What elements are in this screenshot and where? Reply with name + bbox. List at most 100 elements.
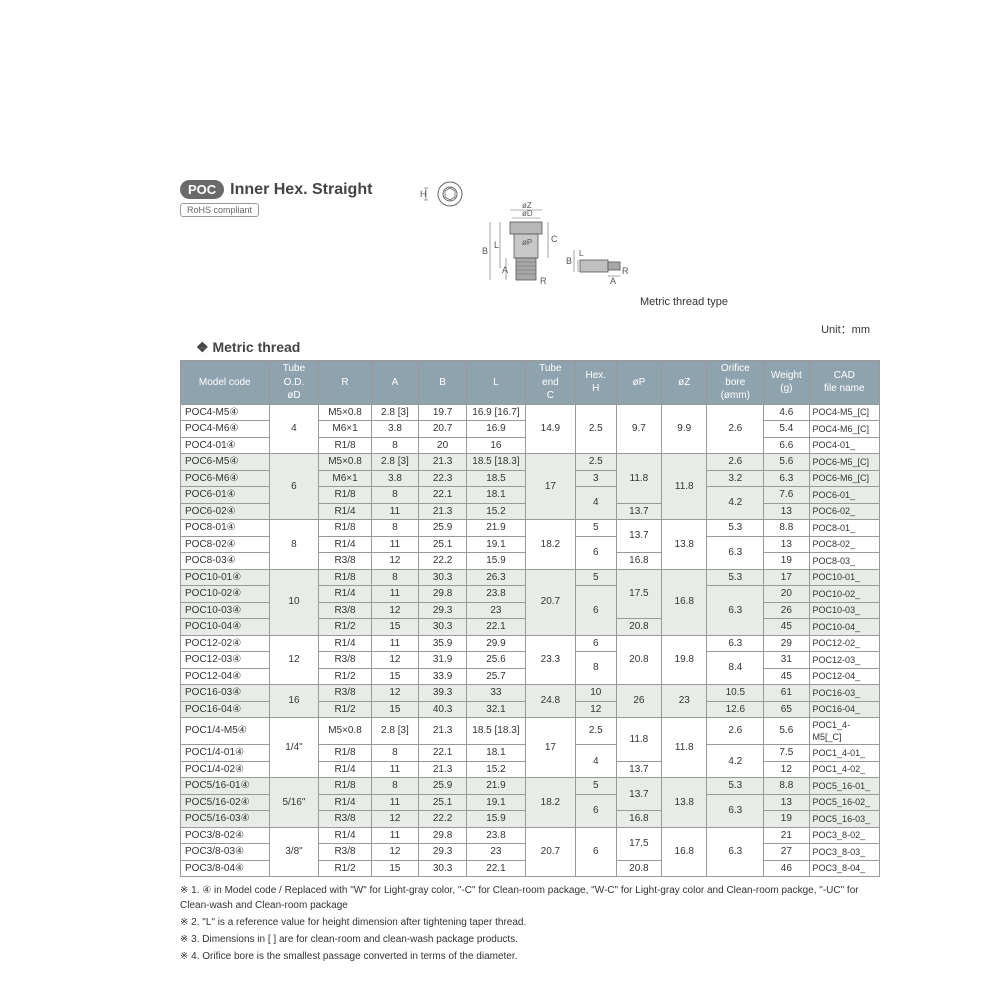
cell-w: 4.6 bbox=[764, 404, 809, 421]
cell-bv: 29.8 bbox=[419, 586, 467, 603]
cell-a: 8 bbox=[371, 520, 419, 537]
cell-w: 8.8 bbox=[764, 520, 809, 537]
cell-od: 12 bbox=[269, 635, 319, 685]
cell-a: 2.8 [3] bbox=[371, 718, 419, 745]
cell-l: 19.1 bbox=[466, 536, 525, 553]
cell-h: 5 bbox=[575, 778, 616, 795]
cell-a: 15 bbox=[371, 619, 419, 636]
cell-bv: 21.3 bbox=[419, 761, 467, 778]
cell-l: 15.9 bbox=[466, 553, 525, 570]
footnotes: ※ 1. ④ in Model code / Replaced with "W"… bbox=[180, 883, 880, 964]
cell-c: 17 bbox=[525, 718, 575, 778]
cad-file: POC6-01_ bbox=[809, 487, 879, 504]
cell-a: 8 bbox=[371, 778, 419, 795]
model-code: POC10-01④ bbox=[181, 569, 270, 586]
svg-text:C: C bbox=[551, 234, 558, 244]
col-header: L bbox=[466, 361, 525, 405]
col-header: Orifice bore(ømm) bbox=[707, 361, 764, 405]
cad-file: POC5_16-01_ bbox=[809, 778, 879, 795]
cell-w: 6.6 bbox=[764, 437, 809, 454]
cell-bv: 40.3 bbox=[419, 701, 467, 718]
cell-l: 26.3 bbox=[466, 569, 525, 586]
svg-text:B: B bbox=[482, 246, 488, 256]
cell-r: R3/8 bbox=[319, 685, 371, 702]
cell-op: 17.5 bbox=[616, 827, 661, 860]
cell-r: R1/4 bbox=[319, 503, 371, 520]
cell-a: 8 bbox=[371, 437, 419, 454]
cell-ob: 6.3 bbox=[707, 536, 764, 569]
cell-l: 22.1 bbox=[466, 619, 525, 636]
cell-bv: 30.3 bbox=[419, 569, 467, 586]
cell-l: 23 bbox=[466, 602, 525, 619]
cell-r: R1/4 bbox=[319, 827, 371, 844]
cell-bv: 25.9 bbox=[419, 520, 467, 537]
cell-r: R3/8 bbox=[319, 811, 371, 828]
cell-a: 11 bbox=[371, 827, 419, 844]
cell-c: 18.2 bbox=[525, 520, 575, 570]
cell-bv: 22.1 bbox=[419, 745, 467, 762]
cell-ob: 6.3 bbox=[707, 635, 764, 652]
model-code: POC6-01④ bbox=[181, 487, 270, 504]
cell-h: 4 bbox=[575, 487, 616, 520]
cell-bv: 22.3 bbox=[419, 470, 467, 487]
cell-w: 26 bbox=[764, 602, 809, 619]
model-code: POC16-03④ bbox=[181, 685, 270, 702]
cell-h: 2.5 bbox=[575, 454, 616, 471]
cell-h: 5 bbox=[575, 520, 616, 537]
model-code: POC10-04④ bbox=[181, 619, 270, 636]
model-code: POC8-03④ bbox=[181, 553, 270, 570]
cell-r: R1/4 bbox=[319, 761, 371, 778]
cell-bv: 21.3 bbox=[419, 454, 467, 471]
svg-text:øP: øP bbox=[522, 238, 532, 247]
cell-op: 13.7 bbox=[616, 778, 661, 811]
cell-r: R1/8 bbox=[319, 487, 371, 504]
cell-r: M6×1 bbox=[319, 470, 371, 487]
cad-file: POC8-02_ bbox=[809, 536, 879, 553]
cell-op: 17.5 bbox=[616, 569, 661, 619]
cad-file: POC6-M5_[C] bbox=[809, 454, 879, 471]
cell-bv: 29.8 bbox=[419, 827, 467, 844]
cell-bv: 21.3 bbox=[419, 503, 467, 520]
cell-ob: 5.3 bbox=[707, 520, 764, 537]
cad-file: POC1_4-M5[_C] bbox=[809, 718, 879, 745]
cad-file: POC12-03_ bbox=[809, 652, 879, 669]
cell-a: 15 bbox=[371, 668, 419, 685]
spec-table: Model codeTube O.D.øDRABLTube endCHex.Hø… bbox=[180, 360, 880, 877]
cell-od: 1/4" bbox=[269, 718, 319, 778]
cell-op: 13.7 bbox=[616, 503, 661, 520]
model-code: POC1/4-02④ bbox=[181, 761, 270, 778]
cell-l: 21.9 bbox=[466, 778, 525, 795]
cell-l: 25.7 bbox=[466, 668, 525, 685]
cell-bv: 22.2 bbox=[419, 811, 467, 828]
cell-a: 8 bbox=[371, 569, 419, 586]
cell-l: 18.1 bbox=[466, 745, 525, 762]
cell-r: R1/4 bbox=[319, 536, 371, 553]
footnote: ※ 2. "L" is a reference value for height… bbox=[180, 915, 880, 930]
cell-a: 3.8 bbox=[371, 421, 419, 438]
cell-w: 5.6 bbox=[764, 454, 809, 471]
cell-ob: 5.3 bbox=[707, 569, 764, 586]
cad-file: POC8-01_ bbox=[809, 520, 879, 537]
table-row: POC16-03④16R3/81239.33324.810262310.561P… bbox=[181, 685, 880, 702]
cell-h: 6 bbox=[575, 794, 616, 827]
col-header: CADfile name bbox=[809, 361, 879, 405]
cell-a: 12 bbox=[371, 844, 419, 861]
cell-bv: 25.1 bbox=[419, 794, 467, 811]
cell-op: 26 bbox=[616, 685, 661, 718]
product-title: Inner Hex. Straight bbox=[230, 181, 372, 199]
model-code: POC1/4-01④ bbox=[181, 745, 270, 762]
cell-w: 7.6 bbox=[764, 487, 809, 504]
cell-w: 65 bbox=[764, 701, 809, 718]
cad-file: POC4-M6_[C] bbox=[809, 421, 879, 438]
table-row: POC4-M5④4M5×0.82.8 [3]19.716.9 [16.7]14.… bbox=[181, 404, 880, 421]
cell-r: R1/8 bbox=[319, 745, 371, 762]
cell-a: 15 bbox=[371, 701, 419, 718]
cell-l: 23.8 bbox=[466, 586, 525, 603]
cell-r: R3/8 bbox=[319, 844, 371, 861]
cad-file: POC4-M5_[C] bbox=[809, 404, 879, 421]
model-code: POC16-04④ bbox=[181, 701, 270, 718]
cell-oz: 11.8 bbox=[662, 454, 707, 520]
cell-w: 13 bbox=[764, 536, 809, 553]
table-row: POC5/16-01④5/16"R1/8825.921.918.2513.713… bbox=[181, 778, 880, 795]
cell-c: 18.2 bbox=[525, 778, 575, 828]
